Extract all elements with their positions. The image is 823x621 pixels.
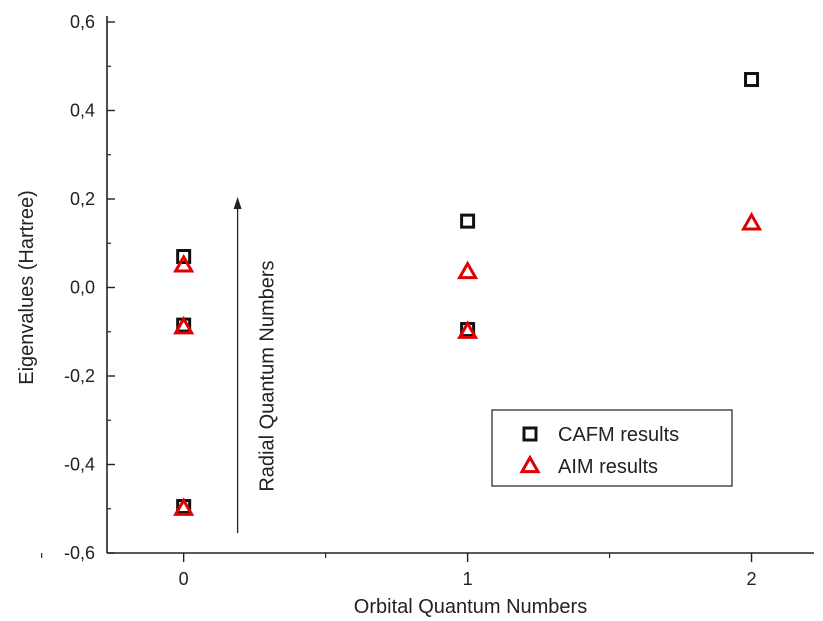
y-tick-label: 0,6 bbox=[70, 12, 95, 32]
ticks: -0,6 -0,4 -0,2 0,0 0,2 0,4 0,6 0 1 2 bbox=[41, 12, 757, 589]
y-tick-label: -0,4 bbox=[64, 455, 95, 475]
x-axis-label: Orbital Quantum Numbers bbox=[354, 596, 587, 618]
aim-point bbox=[173, 315, 195, 335]
aim-point bbox=[457, 260, 479, 280]
annotation-label: Radial Quantum Numbers bbox=[257, 260, 279, 491]
arrow-up-icon bbox=[233, 197, 242, 209]
legend-box bbox=[491, 409, 733, 487]
aim-point bbox=[740, 211, 763, 231]
y-tick-label: -0,2 bbox=[64, 366, 95, 386]
y-axis-label: Eigenvalues (Hartree) bbox=[16, 190, 38, 385]
legend: CAFM results AIM results bbox=[491, 409, 733, 487]
legend-triangle-icon bbox=[519, 454, 541, 474]
aim-point bbox=[173, 497, 195, 516]
data-points bbox=[173, 72, 763, 516]
cafm-point bbox=[176, 249, 192, 265]
y-tick-label: 0,4 bbox=[70, 101, 95, 121]
aim-point bbox=[173, 253, 195, 273]
y-tick-label: -0,6 bbox=[64, 543, 95, 563]
y-tick-label: 0,0 bbox=[70, 278, 95, 298]
aim-point bbox=[457, 320, 479, 339]
x-tick-label: 0 bbox=[179, 569, 189, 589]
x-tick-label: 2 bbox=[747, 569, 757, 589]
legend-label: CAFM results bbox=[558, 424, 679, 446]
x-tick-label: 1 bbox=[463, 569, 473, 589]
annotation: Radial Quantum Numbers bbox=[233, 197, 279, 534]
cafm-point bbox=[460, 213, 476, 229]
legend-label: AIM results bbox=[558, 456, 658, 478]
cafm-point bbox=[744, 72, 760, 88]
y-tick-label: 0,2 bbox=[70, 189, 95, 209]
legend-square-icon bbox=[522, 426, 538, 442]
axes bbox=[106, 16, 814, 554]
